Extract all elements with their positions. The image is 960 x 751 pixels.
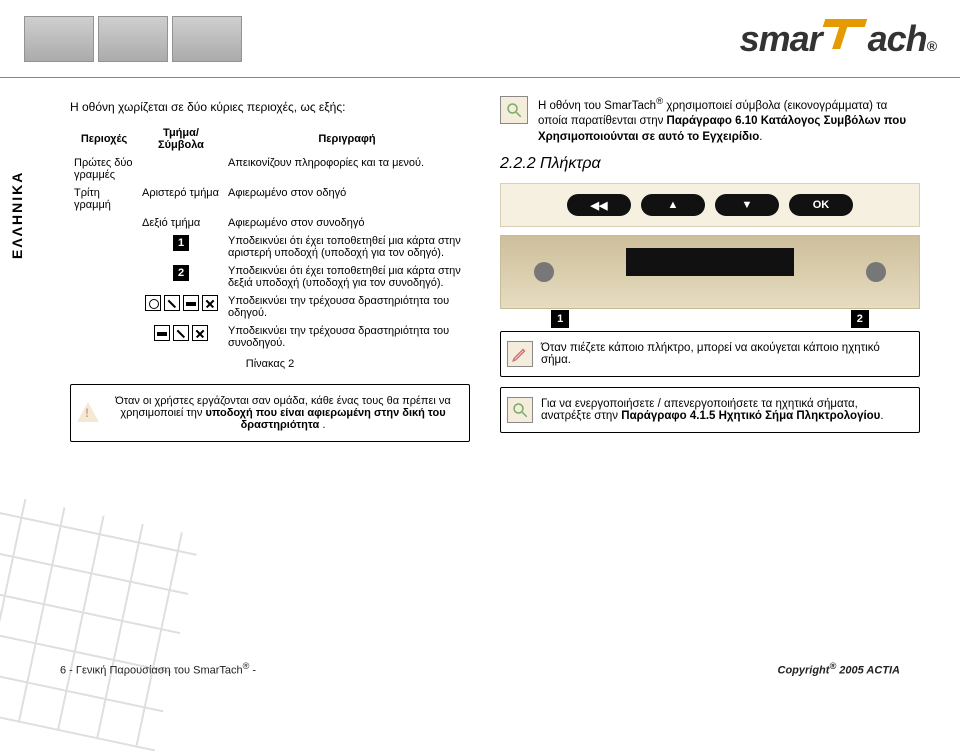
activity-rest-icon (154, 325, 170, 341)
ok-button-icon: OK (789, 194, 853, 216)
table-caption: Πίνακας 2 (70, 358, 470, 370)
button-legend: ◀◀ ▲ ▼ OK (500, 183, 920, 227)
info1-a: Η οθόνη του SmarTach (538, 100, 656, 112)
vehicle-thumb (98, 16, 168, 62)
cell-desc: Υποδεικνύει την τρέχουσα δραστηριότητα τ… (224, 322, 470, 352)
cell-region (70, 322, 138, 352)
btn-down-label: ▼ (742, 199, 753, 211)
table-row: Υποδεικνύει την τρέχουσα δραστηριότητα τ… (70, 292, 470, 322)
warning-callout: Όταν οι χρήστες εργάζονται σαν ομάδα, κά… (70, 384, 470, 442)
brand-logo: smar ach ® (740, 18, 936, 60)
cell-region: Τρίτη γραμμή (70, 184, 138, 214)
device-illustration: 1 2 (500, 235, 920, 309)
cell-region: Πρώτες δύο γραμμές (70, 154, 138, 184)
cell-desc: Αφιερωμένο στον συνοδηγό (224, 214, 470, 232)
brand-pre: smar (740, 18, 822, 60)
pencil-icon (507, 341, 533, 367)
activity-work-icon (202, 295, 218, 311)
cell-symbol (138, 322, 224, 352)
intro-text: Η οθόνη χωρίζεται σε δύο κύριες περιοχές… (70, 100, 470, 114)
up-button-icon: ▲ (641, 194, 705, 216)
activity-driving-icon (145, 295, 161, 311)
cell-symbol: Δεξιό τμήμα (138, 214, 224, 232)
activity-available-icon (164, 295, 180, 311)
down-button-icon: ▼ (715, 194, 779, 216)
background-pattern (0, 491, 200, 751)
info-note: Η οθόνη του SmarTach® χρησιμοποιεί σύμβο… (500, 96, 920, 145)
device-knob-left-icon (534, 262, 554, 282)
info1-post: . (759, 131, 762, 143)
footer-right-b: 2005 ACTIA (836, 665, 900, 677)
language-tab: ΕΛΛΗΝΙΚΑ (6, 140, 28, 290)
cell-desc: Αφιερωμένο στον οδηγό (224, 184, 470, 214)
back-button-icon: ◀◀ (567, 194, 631, 216)
cell-symbol: 2 (138, 262, 224, 292)
page-header: smar ach ® (0, 0, 960, 78)
th-symbols: Τμήμα/Σύμβολα (138, 124, 224, 154)
vehicle-thumb (24, 16, 94, 62)
right-column: Η οθόνη του SmarTach® χρησιμοποιεί σύμβο… (500, 96, 920, 443)
cell-symbol (138, 154, 224, 184)
table-row: 1 Υποδεικνύει ότι έχει τοποθετηθεί μια κ… (70, 232, 470, 262)
sound-ref-callout: Για να ενεργοποιήσετε / απενεργοποιήσετε… (500, 387, 920, 433)
device-knob-right-icon (866, 262, 886, 282)
table-row: Τρίτη γραμμή Αριστερό τμήμα Αφιερωμένο σ… (70, 184, 470, 214)
table-row: Πρώτες δύο γραμμές Απεικονίζουν πληροφορ… (70, 154, 470, 184)
activity-available-icon (173, 325, 189, 341)
callout-text-bold: υποδοχή που είναι αφιερωμένη στην δική τ… (205, 407, 445, 431)
cell-region (70, 292, 138, 322)
activity-work-icon (192, 325, 208, 341)
cell-symbol: Αριστερό τμήμα (138, 184, 224, 214)
callout3-bold: Παράγραφο 4.1.5 Ηχητικό Σήμα Πληκτρολογί… (621, 410, 880, 422)
th-regions: Περιοχές (70, 124, 138, 154)
slot-1-icon: 1 (173, 235, 189, 251)
footer-right: Copyright® 2005 ACTIA (778, 661, 901, 677)
cell-region (70, 262, 138, 292)
brand-post: ach (868, 18, 927, 60)
brand-t-icon (824, 19, 866, 51)
table-row: Δεξιό τμήμα Αφιερωμένο στον συνοδηγό (70, 214, 470, 232)
reg-mark: ® (656, 96, 663, 107)
btn-ok-label: OK (813, 199, 830, 211)
symbols-table: Περιοχές Τμήμα/Σύμβολα Περιγραφή Πρώτες … (70, 124, 470, 352)
footer-left-a: 6 - Γενική Παρουσίαση του SmarTach (60, 665, 243, 677)
magnifier-icon (500, 96, 528, 124)
cell-region (70, 232, 138, 262)
cell-desc: Υποδεικνύει ότι έχει τοποθετηθεί μια κάρ… (224, 262, 470, 292)
th-desc: Περιγραφή (224, 124, 470, 154)
magnifier-icon (507, 397, 533, 423)
callout-text-b: . (322, 419, 325, 431)
table-row: Υποδεικνύει την τρέχουσα δραστηριότητα τ… (70, 322, 470, 352)
cell-symbol: 1 (138, 232, 224, 262)
device-slot-2-label: 2 (851, 310, 869, 328)
activity-rest-icon (183, 295, 199, 311)
section-title: 2.2.2 Πλήκτρα (500, 155, 920, 173)
brand-reg: ® (927, 38, 936, 54)
device-screen-icon (626, 248, 793, 276)
device-slot-1-label: 1 (551, 310, 569, 328)
info-text: Η οθόνη του SmarTach® χρησιμοποιεί σύμβο… (538, 96, 920, 145)
footer-left: 6 - Γενική Παρουσίαση του SmarTach® - (60, 661, 256, 677)
footer-right-a: Copyright (778, 665, 830, 677)
slot-2-icon: 2 (173, 265, 189, 281)
cell-symbol (138, 292, 224, 322)
header-vehicle-thumbs (24, 16, 242, 62)
table-row: 2 Υποδεικνύει ότι έχει τοποθετηθεί μια κ… (70, 262, 470, 292)
btn-back-label: ◀◀ (591, 199, 608, 212)
page-footer: 6 - Γενική Παρουσίαση του SmarTach® - Co… (0, 661, 960, 677)
cell-desc: Απεικονίζουν πληροφορίες και τα μενού. (224, 154, 470, 184)
footer-left-b: - (249, 665, 256, 677)
left-column: Η οθόνη χωρίζεται σε δύο κύριες περιοχές… (70, 100, 470, 442)
btn-up-label: ▲ (668, 199, 679, 211)
warning-icon (77, 402, 99, 424)
callout2-text: Όταν πιέζετε κάποιο πλήκτρο, μπορεί να α… (541, 342, 880, 366)
cell-region (70, 214, 138, 232)
callout3-post: . (880, 410, 883, 422)
cell-desc: Υποδεικνύει την τρέχουσα δραστηριότητα τ… (224, 292, 470, 322)
sound-note-callout: Όταν πιέζετε κάποιο πλήκτρο, μπορεί να α… (500, 331, 920, 377)
cell-desc: Υποδεικνύει ότι έχει τοποθετηθεί μια κάρ… (224, 232, 470, 262)
vehicle-thumb (172, 16, 242, 62)
